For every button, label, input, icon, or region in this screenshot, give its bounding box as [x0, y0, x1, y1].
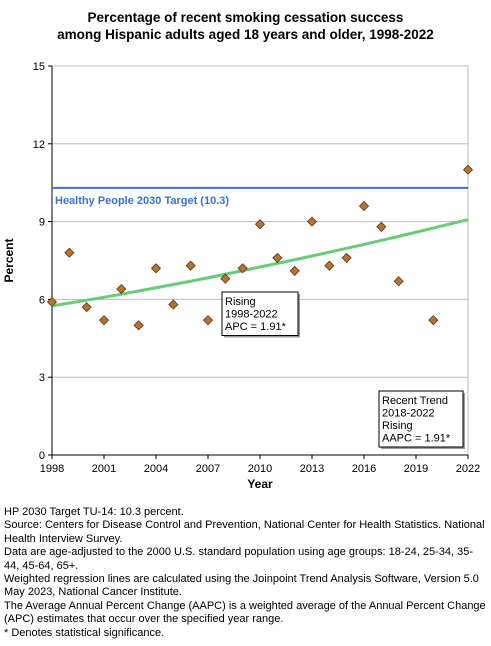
data-point — [358, 200, 370, 212]
x-axis-title: Year — [247, 477, 273, 491]
x-tick-label: 2022 — [456, 463, 480, 475]
annotation-text: Recent Trend — [382, 395, 448, 407]
data-point — [98, 315, 110, 326]
x-tick-label: 2019 — [404, 463, 428, 475]
data-point — [81, 302, 92, 313]
footnotes: HP 2030 Target TU-14: 10.3 percent. Sour… — [4, 506, 488, 640]
footnote: Weighted regression lines are calculated… — [4, 573, 479, 599]
footnote: Source: Centers for Disease Control and … — [4, 519, 485, 545]
footnote: HP 2030 Target TU-14: 10.3 percent. — [4, 506, 184, 518]
trend-line-path — [51, 218, 469, 308]
data-point — [220, 273, 231, 284]
data-point — [185, 260, 196, 271]
plot-area — [51, 65, 469, 456]
annotation-box — [221, 291, 299, 336]
y-axis-title: Percent — [2, 238, 16, 282]
data-point — [272, 252, 283, 263]
x-tick-label: 2004 — [144, 463, 168, 475]
data-point — [428, 315, 439, 326]
data-point — [237, 263, 248, 274]
data-point — [306, 216, 318, 227]
target-label: Healthy People 2030 Target (10.3) — [55, 195, 229, 207]
grid-lines — [51, 65, 469, 456]
annotation-text: Rising — [225, 296, 256, 308]
data-point — [150, 263, 162, 274]
data-point — [393, 276, 404, 287]
data-point — [64, 247, 75, 258]
chart-title-line-2: among Hispanic adults aged 18 years and … — [57, 27, 434, 42]
y-tick-label: 3 — [39, 372, 45, 384]
data-point — [116, 283, 127, 295]
y-tick-label: 0 — [39, 450, 45, 462]
target-line: Healthy People 2030 Target (10.3) — [52, 186, 468, 207]
y-tick-label: 9 — [39, 217, 45, 229]
chart-title-line-1: Percentage of recent smoking cessation s… — [87, 10, 404, 25]
x-tick-label: 2016 — [352, 463, 376, 475]
data-point — [168, 299, 179, 310]
x-tick-label: 2007 — [196, 463, 220, 475]
chart-title: Percentage of recent smoking cessation s… — [0, 9, 491, 43]
y-tick-label: 6 — [39, 294, 45, 306]
data-point — [376, 221, 387, 232]
data-point — [254, 219, 266, 230]
annotation-text: APC = 1.91* — [225, 321, 287, 333]
footnote: Data are age-adjusted to the 2000 U.S. s… — [4, 546, 474, 572]
x-tick-label: 2010 — [248, 463, 272, 475]
data-point — [133, 320, 144, 331]
y-tick-label: 15 — [33, 61, 45, 73]
data-point — [202, 315, 214, 326]
y-tick-label: 12 — [33, 139, 45, 151]
footnote: * Denotes statistical significance. — [4, 626, 165, 639]
data-point — [324, 260, 335, 271]
annotation-text: AAPC = 1.91* — [382, 433, 451, 445]
data-point — [341, 252, 352, 263]
data-points — [46, 164, 474, 331]
chart: 0 3 6 9 12 15 1998 2001 2004 2007 2010 2013 2016 2019… — [2, 61, 480, 491]
axes: 0 3 6 9 12 15 1998 2001 2004 2007 2010 2013 2016 2019… — [2, 61, 480, 491]
annotation-text: 2018-2022 — [382, 408, 435, 420]
x-tick-label: 2013 — [300, 463, 324, 475]
footnote: The Average Annual Percent Change (AAPC)… — [4, 599, 486, 626]
annotation-text: 1998-2022 — [225, 309, 278, 321]
annotation-text: Rising — [382, 420, 413, 432]
x-tick-label: 2001 — [92, 463, 116, 475]
x-tick-label: 1998 — [40, 463, 64, 475]
data-point — [46, 296, 58, 308]
annotation-box — [378, 390, 464, 448]
data-point — [462, 164, 474, 175]
data-point — [289, 265, 300, 276]
trend-line — [51, 218, 469, 308]
